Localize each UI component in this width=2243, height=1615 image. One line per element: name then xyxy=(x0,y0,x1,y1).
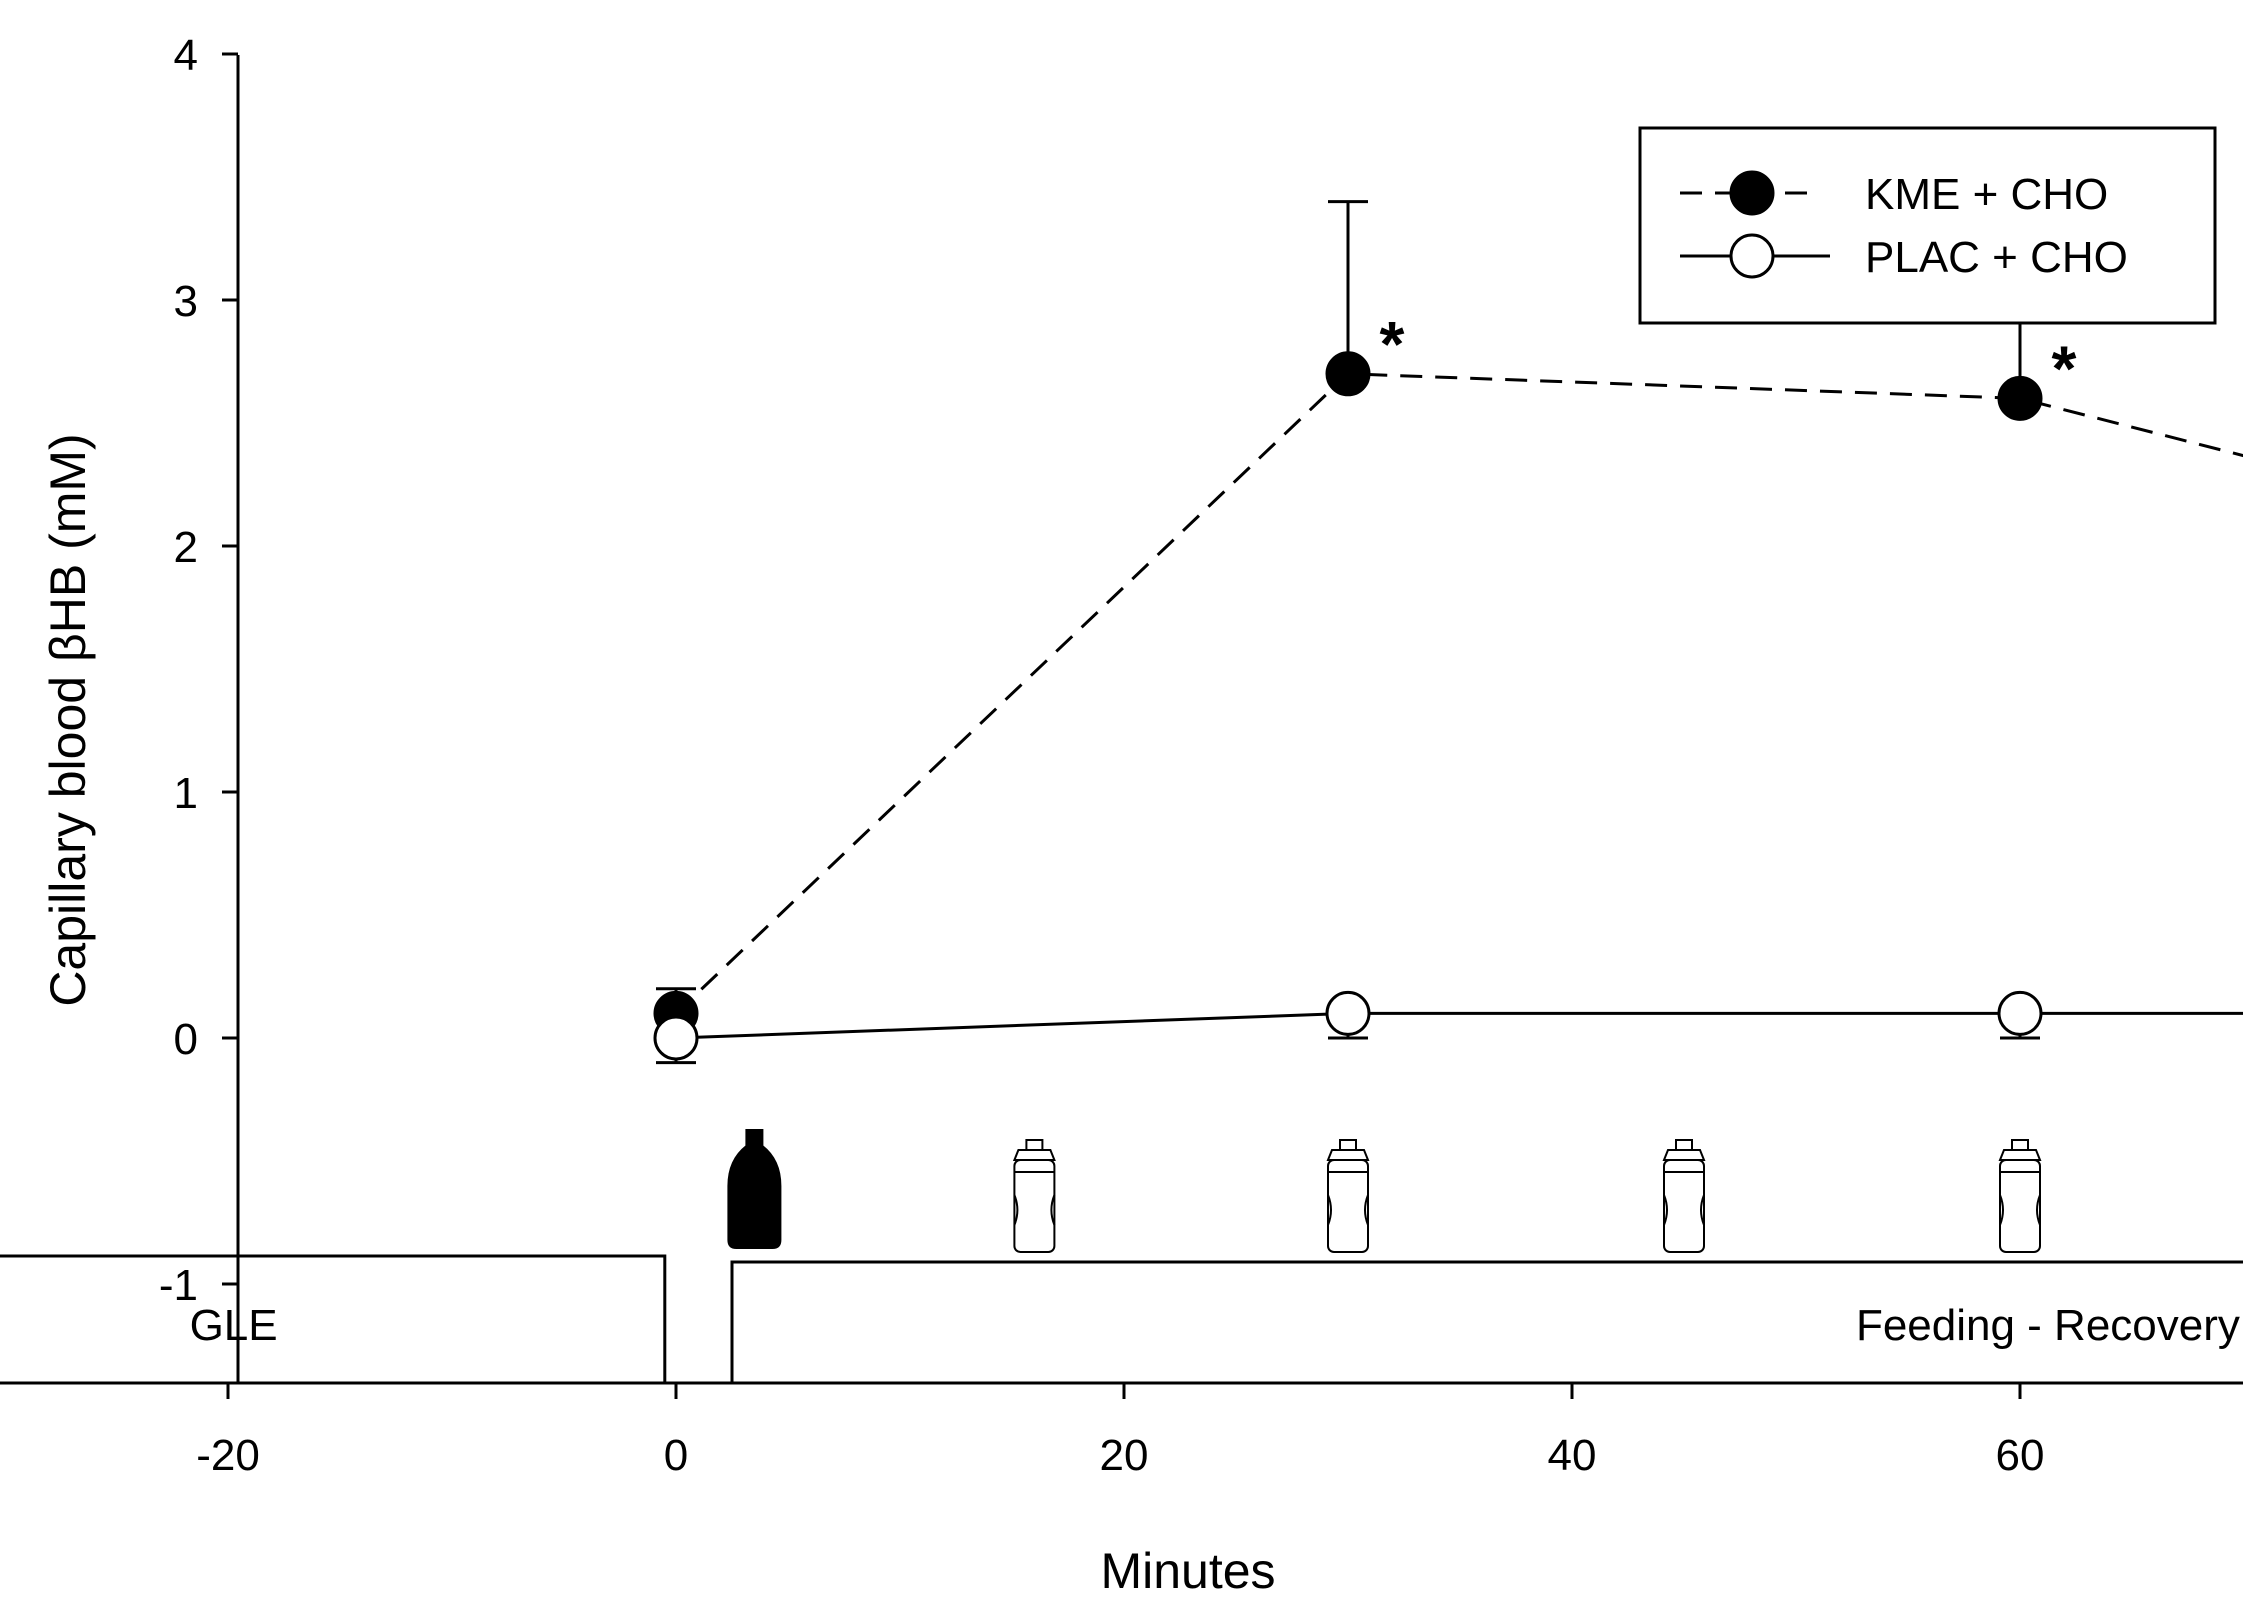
x-tick-label: 60 xyxy=(1996,1431,2045,1480)
bottle-grip-right xyxy=(1364,1194,1369,1226)
period-label: GLE xyxy=(190,1301,278,1350)
bottle-body xyxy=(1663,1159,1705,1253)
bottle-grip-left xyxy=(1999,1194,2004,1226)
y-tick-label: 0 xyxy=(174,1015,198,1064)
water-bottle-icon xyxy=(1326,1139,1370,1253)
bottle-body xyxy=(1999,1159,2041,1253)
kme-drink-bottle-icon xyxy=(727,1129,782,1249)
legend-label-plac: PLAC + CHO xyxy=(1865,233,2128,282)
y-tick-label: 3 xyxy=(174,277,198,326)
bottle-cap xyxy=(1339,1139,1357,1151)
x-tick-label: 20 xyxy=(1100,1431,1149,1480)
bottle-body xyxy=(1013,1159,1056,1253)
period-boxes: GLE Feeding - Recovery period xyxy=(0,1254,2243,1385)
kme-point xyxy=(1325,351,1371,397)
legend-box xyxy=(1638,126,2217,325)
plac-point xyxy=(1325,990,1371,1036)
legend: KME + CHO PLAC + CHO xyxy=(1638,126,2217,325)
period-box xyxy=(730,1260,2243,1385)
y-tick-label: -1 xyxy=(159,1261,198,1310)
bottle-grip-right xyxy=(1700,1194,1705,1226)
y-tick-label: 1 xyxy=(174,769,198,818)
significance-star: * xyxy=(1380,308,1405,380)
x-tick-label: -20 xyxy=(196,1431,260,1480)
x-tick-label: 0 xyxy=(664,1431,688,1480)
bottle-shoulder xyxy=(1998,1149,2042,1161)
plac-point xyxy=(1997,990,2043,1036)
legend-label-kme: KME + CHO xyxy=(1865,170,2108,219)
bottle-shoulder xyxy=(1326,1149,1370,1161)
water-bottle-icon xyxy=(1012,1139,1056,1253)
x-tick-label: 40 xyxy=(1548,1431,1597,1480)
bottle-shoulder xyxy=(1012,1149,1056,1161)
data-series: **** xyxy=(653,175,2243,1065)
period-box xyxy=(0,1254,667,1385)
water-bottle-icon xyxy=(1998,1139,2042,1253)
bottle-grip-left xyxy=(1327,1194,1332,1226)
feeding-markers xyxy=(727,1129,2042,1253)
x-axis-title: Minutes xyxy=(1100,1543,1275,1599)
y-axis-title: Capillary blood βHB (mM) xyxy=(40,433,96,1006)
bottle-grip-right xyxy=(1050,1194,1056,1226)
bottle-grip-left xyxy=(1013,1194,1019,1226)
axes xyxy=(236,55,2138,1385)
period-label: Feeding - Recovery period xyxy=(1856,1301,2243,1350)
kme-point xyxy=(1997,375,2043,421)
legend-marker-plac xyxy=(1729,233,1775,279)
bottle-grip-right xyxy=(2036,1194,2041,1226)
bottle-cap xyxy=(1675,1139,1693,1151)
kme-line xyxy=(674,372,2243,1015)
bottle-shape xyxy=(727,1129,782,1249)
y-tick-label: 2 xyxy=(174,523,198,572)
bottle-grip-left xyxy=(1663,1194,1668,1226)
bottle-shoulder xyxy=(1662,1149,1706,1161)
bottle-body xyxy=(1327,1159,1369,1253)
bottle-cap xyxy=(1025,1139,1044,1151)
water-bottle-icon xyxy=(1662,1139,1706,1253)
significance-star: * xyxy=(2052,332,2077,404)
bottle-cap xyxy=(2011,1139,2029,1151)
plac-point xyxy=(653,1015,699,1061)
y-tick-label: 4 xyxy=(174,31,198,80)
legend-marker-kme xyxy=(1729,170,1775,216)
